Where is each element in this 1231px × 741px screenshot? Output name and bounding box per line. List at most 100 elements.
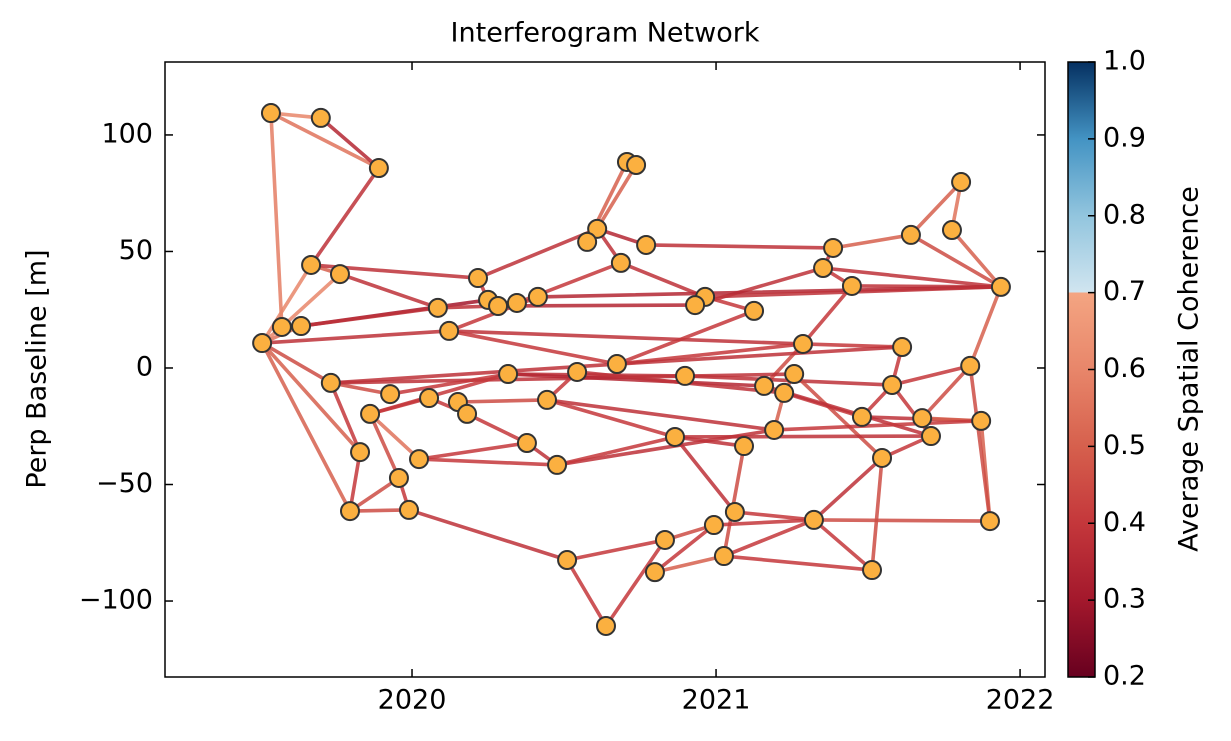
node bbox=[301, 254, 322, 275]
node bbox=[685, 295, 706, 316]
node bbox=[803, 509, 824, 530]
chart-title: Interferogram Network bbox=[451, 18, 760, 49]
edge bbox=[319, 116, 381, 170]
edge bbox=[673, 435, 737, 514]
node bbox=[862, 560, 883, 581]
node bbox=[350, 442, 371, 463]
node bbox=[971, 410, 992, 431]
node bbox=[764, 419, 785, 440]
colorbar-tick-label: 0.6 bbox=[1103, 353, 1146, 384]
edge bbox=[712, 518, 816, 527]
edge bbox=[653, 523, 716, 574]
edges bbox=[260, 111, 1003, 628]
node bbox=[941, 220, 962, 241]
node bbox=[527, 286, 548, 307]
node bbox=[567, 361, 588, 382]
edge bbox=[338, 272, 440, 310]
colorbar-tick-label: 0.8 bbox=[1103, 199, 1146, 230]
y-tick-label: 100 bbox=[101, 118, 153, 149]
node bbox=[271, 316, 292, 337]
node bbox=[654, 529, 675, 550]
node bbox=[713, 546, 734, 567]
node bbox=[813, 258, 834, 279]
edge bbox=[722, 518, 816, 558]
node bbox=[329, 264, 350, 285]
node bbox=[557, 550, 578, 571]
node bbox=[951, 172, 972, 193]
edge bbox=[260, 341, 333, 385]
edge bbox=[496, 303, 697, 308]
edge bbox=[417, 457, 559, 467]
edge bbox=[280, 272, 342, 329]
y-tick-label: −50 bbox=[96, 468, 153, 499]
node bbox=[744, 300, 765, 321]
colorbar-tick-label: 0.5 bbox=[1103, 430, 1146, 461]
node bbox=[610, 252, 631, 273]
edge bbox=[909, 180, 963, 237]
node bbox=[703, 515, 724, 536]
node bbox=[851, 406, 872, 427]
node bbox=[900, 224, 921, 245]
edge bbox=[407, 508, 569, 562]
node bbox=[979, 511, 1000, 532]
node bbox=[960, 355, 981, 376]
node bbox=[990, 276, 1011, 297]
edge bbox=[733, 510, 816, 522]
edge bbox=[909, 233, 1003, 289]
edge bbox=[545, 398, 677, 439]
edge bbox=[506, 372, 766, 388]
node bbox=[488, 295, 509, 316]
node bbox=[774, 382, 795, 403]
node bbox=[368, 158, 389, 179]
node bbox=[595, 615, 616, 636]
node bbox=[734, 436, 755, 457]
node bbox=[506, 292, 527, 313]
edge bbox=[545, 398, 776, 432]
node bbox=[644, 562, 665, 583]
node bbox=[823, 237, 844, 258]
node bbox=[665, 426, 686, 447]
edge bbox=[722, 554, 874, 572]
node bbox=[260, 103, 281, 124]
edge bbox=[260, 341, 362, 454]
node bbox=[882, 374, 903, 395]
node bbox=[398, 499, 419, 520]
edge bbox=[644, 243, 835, 250]
node bbox=[291, 316, 312, 337]
edge bbox=[801, 284, 854, 346]
x-tick-label: 2021 bbox=[682, 685, 751, 716]
edge bbox=[476, 227, 599, 280]
node bbox=[606, 354, 627, 375]
edge bbox=[792, 372, 884, 460]
node bbox=[547, 454, 568, 475]
colorbar-tick-label: 0.4 bbox=[1103, 507, 1146, 538]
edge bbox=[565, 538, 667, 562]
edge bbox=[555, 435, 677, 467]
edge bbox=[673, 435, 746, 448]
node bbox=[252, 333, 273, 354]
edge bbox=[456, 398, 549, 404]
node bbox=[467, 268, 488, 289]
node bbox=[409, 449, 430, 470]
y-tick-label: −100 bbox=[79, 585, 153, 616]
edge bbox=[269, 111, 381, 170]
node bbox=[784, 364, 805, 385]
node bbox=[427, 297, 448, 318]
edge bbox=[269, 111, 284, 329]
node bbox=[920, 426, 941, 447]
edge bbox=[447, 329, 805, 346]
edge bbox=[604, 538, 667, 628]
edge bbox=[260, 329, 451, 345]
node bbox=[872, 447, 893, 468]
node bbox=[320, 372, 341, 393]
y-axis-label: Perp Baseline [m] bbox=[22, 249, 53, 488]
edge bbox=[615, 345, 904, 366]
edge bbox=[417, 441, 529, 461]
edge bbox=[673, 434, 933, 439]
node bbox=[892, 337, 913, 358]
node bbox=[310, 107, 331, 128]
node bbox=[754, 375, 775, 396]
node bbox=[792, 333, 813, 354]
edge bbox=[968, 285, 1003, 368]
